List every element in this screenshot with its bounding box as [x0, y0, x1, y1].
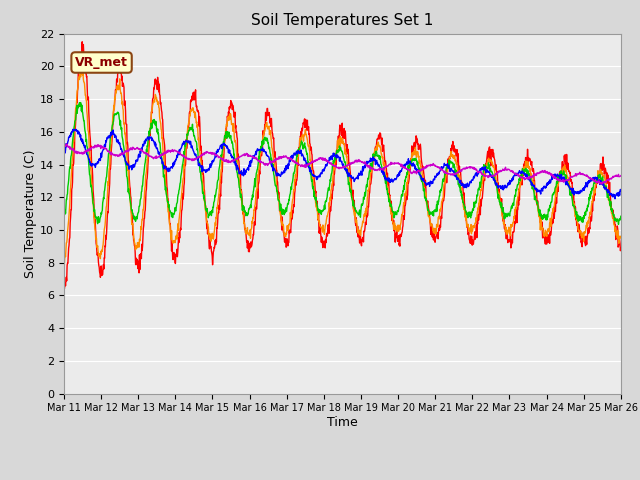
Line: Tsoil -32cm: Tsoil -32cm [64, 144, 621, 184]
Tsoil -2cm [617, 246, 625, 252]
Tsoil -8cm [184, 130, 192, 136]
Tsoil -32cm [502, 166, 509, 172]
Tsoil -16cm [171, 160, 179, 166]
Tsoil -8cm [551, 185, 559, 191]
Tsoil -4cm [171, 238, 179, 244]
Y-axis label: Soil Temperature (C): Soil Temperature (C) [24, 149, 37, 278]
X-axis label: Time: Time [327, 416, 358, 429]
Tsoil -16cm [60, 151, 68, 156]
Tsoil -8cm [60, 210, 68, 216]
Tsoil -4cm [246, 236, 254, 241]
Tsoil -16cm [611, 196, 619, 202]
Legend: Tsoil -2cm, Tsoil -4cm, Tsoil -8cm, Tsoil -16cm, Tsoil -32cm: Tsoil -2cm, Tsoil -4cm, Tsoil -8cm, Tsoi… [106, 477, 579, 480]
Tsoil -16cm [70, 126, 78, 132]
Tsoil -32cm [429, 161, 437, 167]
Tsoil -32cm [617, 173, 625, 179]
Tsoil -16cm [429, 178, 437, 183]
Title: Soil Temperatures Set 1: Soil Temperatures Set 1 [252, 13, 433, 28]
Tsoil -16cm [184, 140, 192, 146]
Tsoil -16cm [617, 189, 625, 194]
Text: VR_met: VR_met [75, 56, 128, 69]
Tsoil -4cm [617, 235, 625, 240]
Tsoil -16cm [502, 183, 509, 189]
Line: Tsoil -16cm: Tsoil -16cm [64, 129, 621, 199]
Tsoil -2cm [552, 209, 559, 215]
Tsoil -2cm [429, 237, 437, 243]
Tsoil -2cm [60, 277, 68, 283]
Tsoil -2cm [172, 260, 179, 265]
Tsoil -8cm [77, 100, 84, 106]
Tsoil -2cm [502, 236, 510, 242]
Tsoil -8cm [502, 210, 509, 216]
Tsoil -2cm [78, 39, 86, 45]
Tsoil -32cm [60, 141, 68, 147]
Tsoil -4cm [60, 266, 68, 272]
Tsoil -4cm [551, 198, 559, 204]
Tsoil -8cm [614, 222, 622, 228]
Tsoil -8cm [171, 209, 179, 215]
Tsoil -2cm [185, 124, 193, 130]
Tsoil -32cm [61, 141, 68, 147]
Line: Tsoil -8cm: Tsoil -8cm [64, 103, 621, 225]
Tsoil -8cm [429, 210, 437, 216]
Tsoil -32cm [171, 147, 179, 153]
Tsoil -16cm [246, 164, 254, 169]
Tsoil -8cm [617, 214, 625, 219]
Tsoil -4cm [184, 122, 192, 128]
Tsoil -32cm [184, 156, 192, 162]
Tsoil -2cm [61, 286, 68, 292]
Line: Tsoil -4cm: Tsoil -4cm [64, 70, 621, 269]
Tsoil -4cm [502, 224, 509, 230]
Tsoil -32cm [246, 153, 254, 159]
Tsoil -4cm [77, 67, 85, 73]
Line: Tsoil -2cm: Tsoil -2cm [64, 42, 621, 289]
Tsoil -32cm [598, 181, 605, 187]
Tsoil -16cm [551, 171, 559, 177]
Tsoil -32cm [551, 174, 559, 180]
Tsoil -4cm [429, 227, 437, 232]
Tsoil -2cm [247, 239, 255, 245]
Tsoil -8cm [246, 202, 254, 208]
